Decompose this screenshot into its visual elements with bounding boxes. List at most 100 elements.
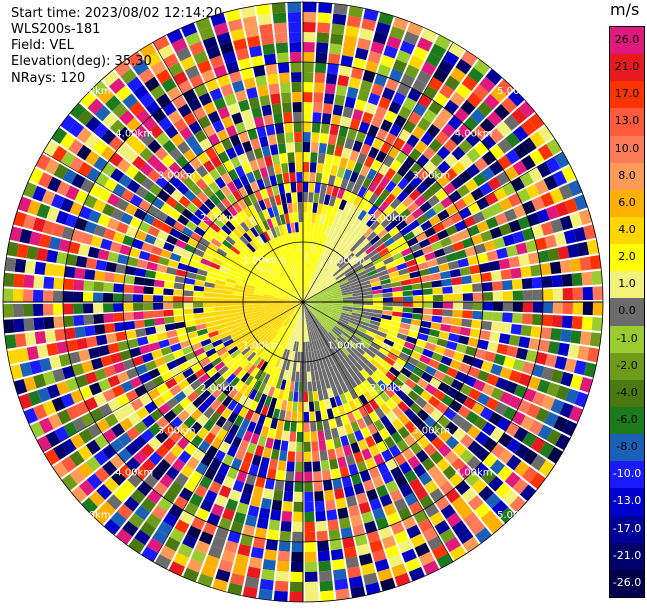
- range-gate-cell: [393, 302, 403, 307]
- range-gate-cell: [307, 222, 311, 232]
- range-gate-cell: [303, 22, 316, 32]
- range-gate-cell: [592, 317, 603, 331]
- range-gate-cell: [303, 342, 305, 352]
- range-gate-cell: [282, 102, 292, 113]
- elevation-label: Elevation(deg): 35.30: [11, 54, 152, 70]
- range-gate-cell: [323, 419, 330, 430]
- range-gate-cell: [422, 282, 433, 289]
- range-gate-cell: [173, 296, 183, 302]
- range-gate-cell: [290, 52, 301, 62]
- range-gate-cell: [290, 421, 296, 431]
- range-gate-cell: [194, 286, 205, 292]
- range-gate-cell: [520, 266, 531, 277]
- colorbar-tick-label: 13.0: [610, 115, 644, 127]
- range-gate-cell: [63, 304, 73, 315]
- range-gate-cell: [330, 33, 343, 44]
- range-gate-cell: [297, 422, 303, 432]
- range-gate-cell: [263, 488, 273, 499]
- range-gate-cell: [487, 342, 499, 353]
- range-gate-cell: [308, 202, 313, 212]
- range-gate-cell: [304, 422, 310, 432]
- range-gate-cell: [304, 432, 310, 442]
- range-gate-cell: [558, 343, 570, 357]
- range-gate-cell: [45, 330, 56, 343]
- range-gate-cell: [275, 480, 285, 491]
- range-gate-cell: [125, 266, 136, 276]
- range-gate-cell: [288, 22, 301, 32]
- range-gate-cell: [332, 14, 346, 26]
- range-gate-cell: [114, 274, 125, 284]
- range-gate-cell: [304, 512, 314, 522]
- range-gate-cell: [305, 532, 316, 542]
- range-gate-cell: [432, 309, 442, 316]
- range-gate-cell: [289, 42, 301, 52]
- range-ring-label: 2.00km: [370, 383, 408, 394]
- range-gate-cell: [294, 482, 303, 492]
- range-gate-cell: [73, 315, 84, 326]
- range-ring-label: 5.00km: [497, 510, 535, 521]
- range-gate-cell: [304, 412, 310, 422]
- range-gate-cell: [312, 112, 321, 123]
- range-gate-cell: [446, 253, 458, 263]
- range-gate-cell: [548, 341, 560, 354]
- range-gate-cell: [489, 332, 500, 342]
- range-gate-cell: [479, 330, 490, 340]
- range-gate-cell: [373, 294, 383, 298]
- range-gate-cell: [298, 392, 303, 402]
- range-ring-label: 2.00km: [200, 213, 238, 224]
- range-gate-cell: [145, 270, 156, 279]
- range-gate-cell: [76, 338, 88, 350]
- range-gate-cell: [304, 472, 312, 482]
- range-gate-cell: [155, 325, 166, 333]
- range-gate-cell: [297, 192, 302, 202]
- range-gate-cell: [330, 124, 340, 135]
- range-gate-cell: [310, 411, 316, 421]
- range-gate-cell: [345, 454, 355, 466]
- range-gate-cell: [291, 411, 297, 421]
- range-gate-cell: [503, 302, 513, 312]
- range-gate-cell: [282, 431, 289, 442]
- range-gate-cell: [103, 303, 113, 312]
- range-gate-cell: [183, 297, 193, 302]
- range-gate-cell: [213, 293, 223, 298]
- range-gate-cell: [304, 392, 309, 402]
- range-gate-cell: [553, 302, 563, 314]
- range-gate-cell: [331, 468, 341, 479]
- range-gate-cell: [315, 72, 326, 83]
- range-gate-cell: [165, 274, 176, 282]
- range-ring-label: 1.00km: [327, 340, 365, 351]
- range-gate-cell: [262, 44, 275, 55]
- range-gate-cell: [144, 319, 155, 327]
- range-gate-cell: [392, 311, 402, 317]
- range-gate-cell: [123, 303, 133, 311]
- range-ring-label: 1.00km: [243, 256, 281, 267]
- range-gate-cell: [35, 331, 47, 344]
- range-gate-cell: [305, 522, 316, 532]
- range-gate-cell: [298, 202, 303, 212]
- range-gate-cell: [23, 289, 33, 302]
- range-gate-cell: [143, 295, 153, 302]
- range-gate-cell: [163, 303, 173, 309]
- range-gate-cell: [446, 341, 458, 351]
- range-gate-cell: [325, 500, 336, 511]
- range-gate-cell: [43, 317, 54, 329]
- range-gate-cell: [297, 352, 300, 362]
- range-gate-cell: [303, 12, 316, 22]
- range-gate-cell: [262, 146, 271, 157]
- range-gate-cell: [453, 302, 463, 309]
- range-gate-cell: [257, 85, 268, 97]
- range-gate-cell: [13, 304, 23, 317]
- range-gate-cell: [278, 551, 290, 562]
- range-gate-cell: [270, 93, 281, 104]
- range-gate-cell: [502, 312, 513, 322]
- range-gate-cell: [279, 450, 287, 461]
- range-gate-cell: [320, 183, 327, 194]
- range-gate-cell: [353, 299, 363, 302]
- range-gate-cell: [304, 482, 313, 492]
- range-gate-cell: [213, 289, 223, 294]
- range-gate-cell: [542, 315, 553, 327]
- range-gate-cell: [320, 580, 334, 591]
- range-gate-cell: [297, 182, 303, 192]
- range-gate-cell: [383, 306, 393, 311]
- range-gate-cell: [316, 521, 327, 532]
